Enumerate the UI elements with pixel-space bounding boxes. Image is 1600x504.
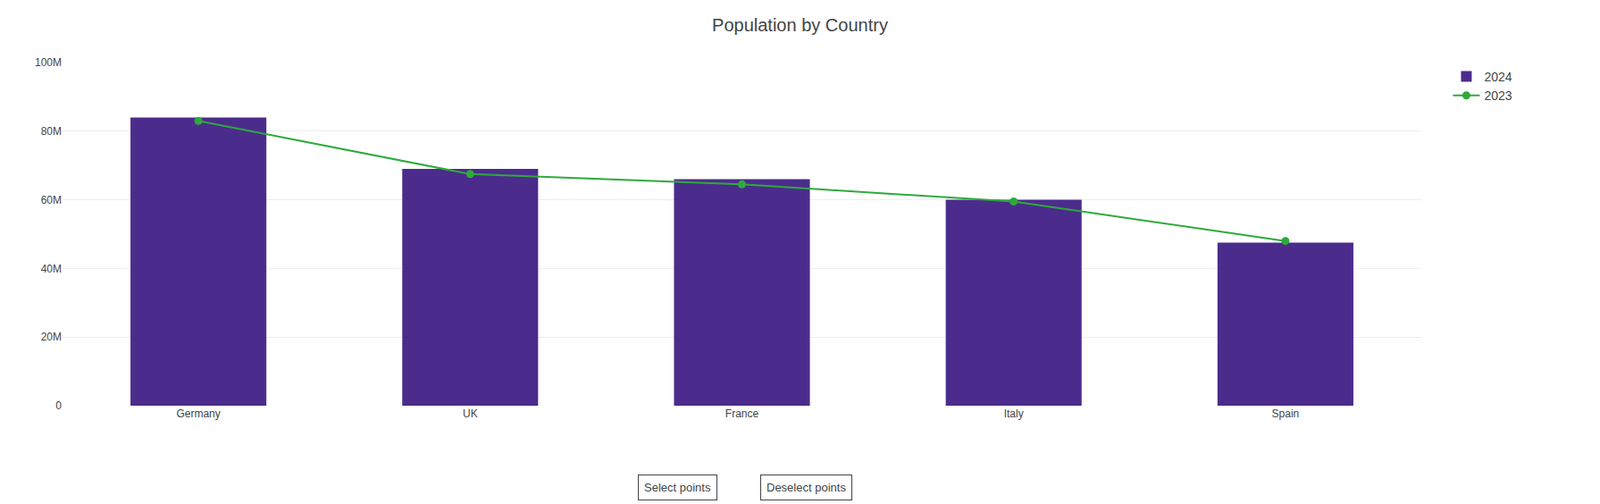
svg-text:Germany: Germany (175, 407, 220, 420)
svg-text:Spain: Spain (1272, 407, 1300, 420)
svg-text:2024: 2024 (1483, 69, 1512, 84)
svg-text:20M: 20M (41, 330, 62, 344)
svg-text:0: 0 (55, 399, 62, 412)
svg-text:France: France (725, 407, 760, 420)
svg-text:40M: 40M (41, 262, 62, 276)
svg-text:UK: UK (462, 407, 478, 420)
svg-text:2023: 2023 (1483, 88, 1512, 103)
svg-text:Italy: Italy (1004, 407, 1024, 420)
svg-text:100M: 100M (34, 56, 62, 69)
svg-text:80M: 80M (41, 125, 62, 138)
svg-text:Deselect points: Deselect points (766, 480, 847, 495)
svg-text:60M: 60M (41, 193, 62, 207)
svg-text:Select points: Select points (644, 480, 712, 495)
svg-text:Population by Country: Population by Country (712, 15, 888, 35)
